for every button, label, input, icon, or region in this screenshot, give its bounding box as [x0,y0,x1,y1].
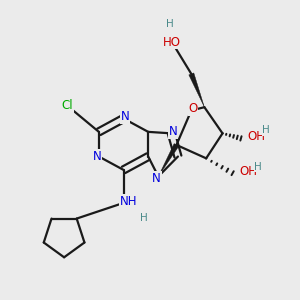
Text: OH: OH [239,165,257,178]
Text: HO: HO [162,36,180,49]
Text: N: N [121,110,130,123]
Polygon shape [189,73,204,107]
Text: H: H [140,213,147,223]
Text: NH: NH [120,195,137,208]
Text: O: O [188,102,198,115]
Text: H: H [254,162,262,172]
Text: N: N [169,125,178,138]
Text: H: H [262,125,270,135]
Text: N: N [93,150,101,163]
Text: H: H [166,19,174,29]
Text: N: N [152,172,161,185]
Text: OH: OH [248,130,266,143]
Polygon shape [158,144,179,176]
Text: Cl: Cl [61,99,73,112]
